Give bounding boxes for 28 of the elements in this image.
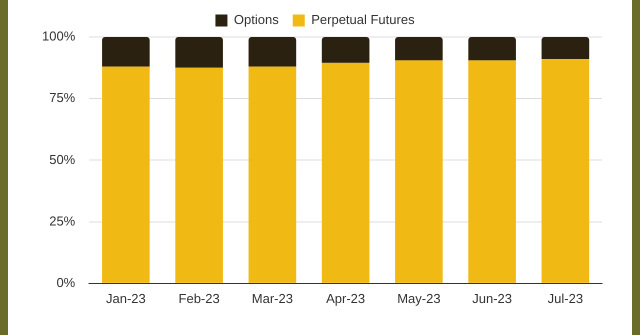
legend-label: Perpetual Futures (311, 12, 416, 28)
bar (468, 60, 516, 283)
x-tick-label: Jan-23 (106, 290, 146, 306)
y-tick-label: 75% (49, 90, 76, 106)
y-tick-label: 25% (49, 213, 76, 228)
x-tick-label: Mar-23 (252, 290, 293, 306)
legend-label: Options (234, 12, 280, 28)
bar (175, 68, 223, 283)
bar (542, 59, 590, 283)
bar (175, 37, 223, 68)
x-tick-label: May-23 (397, 290, 441, 306)
bar (322, 62, 370, 283)
bar (248, 37, 296, 67)
y-tick-label: 50% (49, 152, 76, 167)
bar (102, 37, 150, 67)
x-tick-label: Jun-23 (472, 290, 512, 306)
bar (395, 60, 443, 283)
bar (248, 66, 296, 283)
y-tick-label: 100% (42, 28, 76, 44)
bar (468, 37, 516, 60)
y-tick-label: 0% (56, 274, 76, 290)
x-tick-label: Apr-23 (326, 290, 366, 306)
bar (322, 37, 370, 63)
bar (102, 66, 150, 283)
bar (395, 37, 443, 60)
bar (542, 37, 590, 60)
x-tick-label: Feb-23 (178, 290, 220, 306)
x-tick-label: Jul-23 (548, 290, 584, 306)
